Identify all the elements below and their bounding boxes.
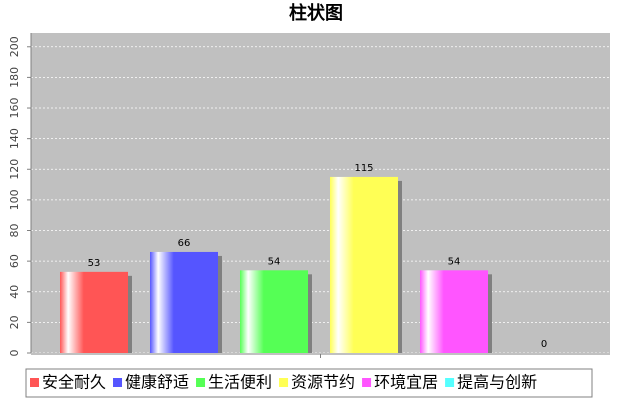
- legend-swatch: [196, 378, 206, 387]
- data-label: 53: [88, 258, 101, 269]
- legend-swatch: [362, 378, 372, 387]
- legend-label: 环境宜居: [374, 373, 438, 392]
- legend-label: 生活便利: [208, 373, 272, 392]
- legend-label: 健康舒适: [125, 373, 189, 392]
- bar: [240, 270, 308, 353]
- y-tick-label: 140: [8, 128, 21, 149]
- legend-label: 安全耐久: [42, 373, 106, 392]
- legend-swatch: [279, 378, 289, 387]
- y-tick-label: 40: [8, 285, 21, 299]
- y-tick-label: 180: [8, 67, 21, 88]
- y-tick-label: 100: [8, 189, 21, 210]
- y-tick-label: 60: [8, 254, 21, 268]
- y-tick-label: 0: [8, 350, 21, 357]
- legend-label: 资源节约: [291, 373, 355, 392]
- data-label: 66: [178, 238, 191, 249]
- bar: [150, 251, 218, 353]
- bar: [60, 271, 128, 353]
- y-tick-label: 120: [8, 159, 21, 180]
- y-tick-label: 200: [8, 36, 21, 57]
- data-label: 54: [448, 256, 461, 267]
- data-label: 54: [268, 256, 281, 267]
- legend-swatch: [113, 378, 123, 387]
- legend-swatch: [445, 378, 455, 387]
- bar: [330, 176, 398, 353]
- y-tick-label: 20: [8, 315, 21, 329]
- y-tick-label: 80: [8, 224, 21, 238]
- legend-label: 提高与创新: [457, 373, 537, 392]
- y-tick-label: 160: [8, 98, 21, 119]
- data-label: 115: [354, 163, 373, 174]
- bar: [420, 270, 488, 353]
- data-label: 0: [541, 339, 547, 350]
- legend-swatch: [30, 378, 39, 387]
- chart-title: 柱状图: [289, 2, 343, 24]
